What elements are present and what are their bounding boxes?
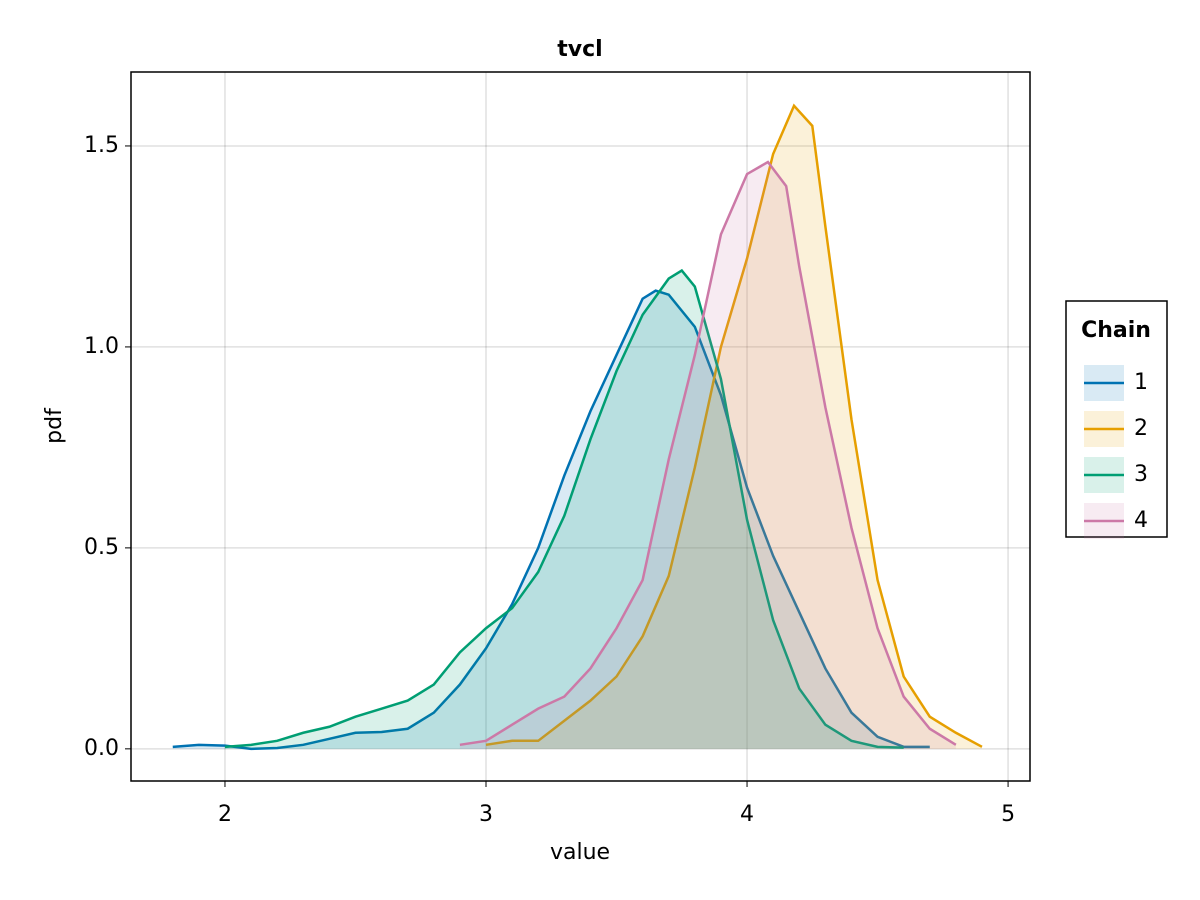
density-line	[485, 103, 983, 748]
x-tick-label: 5	[1001, 802, 1015, 827]
density-line	[172, 289, 930, 751]
x-axis-label: value	[550, 840, 610, 865]
plot-frame	[130, 71, 1031, 782]
density-area	[224, 270, 904, 749]
x-tick-label: 4	[740, 802, 754, 827]
y-tick-label: 0.0	[84, 736, 119, 761]
y-tick-label: 1.5	[84, 133, 119, 158]
legend-title: Chain	[1081, 318, 1151, 343]
x-tick-label: 3	[479, 802, 493, 827]
legend-label: 1	[1134, 370, 1148, 395]
density-line	[459, 160, 957, 747]
legend-label: 2	[1134, 416, 1148, 441]
chart-title: tvcl	[557, 37, 602, 62]
y-tick-label: 1.0	[84, 334, 119, 359]
density-area	[172, 290, 930, 749]
y-tick-label: 0.5	[84, 535, 119, 560]
legend-label: 4	[1134, 508, 1148, 533]
legend-box	[1065, 300, 1168, 538]
density-line	[224, 268, 904, 749]
x-tick-label: 2	[218, 802, 232, 827]
legend-label: 3	[1134, 462, 1148, 487]
density-area	[486, 105, 982, 749]
y-axis-label: pdf	[42, 407, 67, 444]
density-area	[459, 162, 956, 749]
